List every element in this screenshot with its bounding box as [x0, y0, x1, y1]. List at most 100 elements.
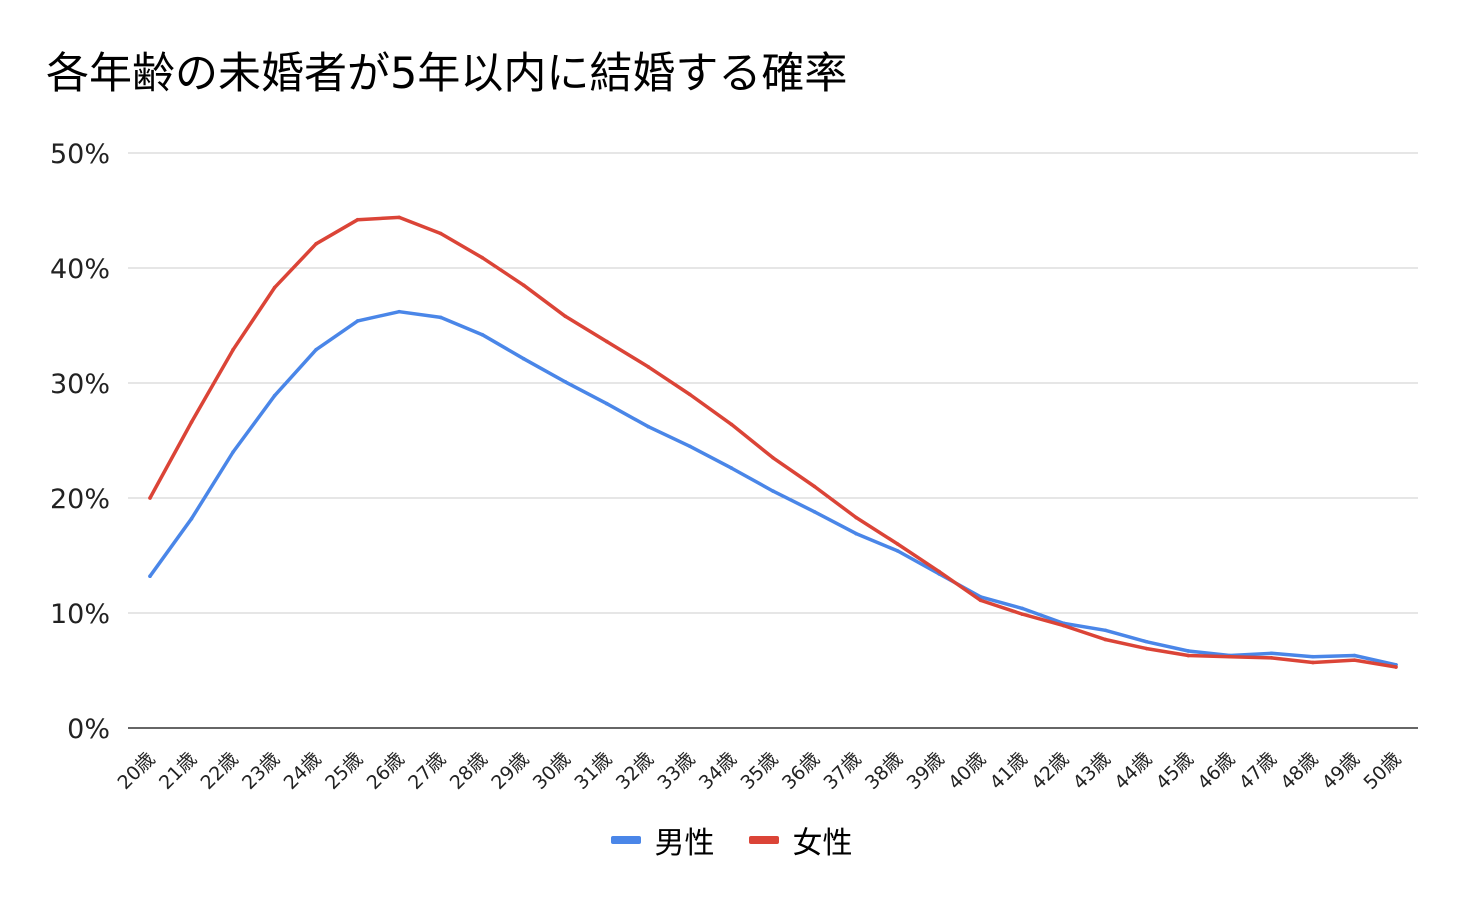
data-point-female[interactable] — [231, 347, 235, 352]
data-point-female[interactable] — [1228, 654, 1232, 659]
data-point-male[interactable] — [895, 549, 900, 553]
data-point-male[interactable] — [646, 424, 651, 429]
series-line-female[interactable] — [148, 215, 1398, 669]
data-point-female[interactable] — [978, 598, 983, 603]
data-point-male[interactable] — [1145, 639, 1149, 644]
chart-title: 各年齢の未婚者が5年以内に結婚する確率 — [46, 49, 848, 99]
x-tick-label: 47歳 — [1235, 748, 1281, 794]
x-tick-label: 21歳 — [155, 748, 201, 794]
x-tick-label: 29歳 — [487, 748, 533, 794]
series-line-male[interactable] — [148, 309, 1398, 667]
data-point-female[interactable] — [812, 484, 817, 489]
data-point-male[interactable] — [438, 315, 443, 320]
data-point-female[interactable] — [272, 285, 277, 290]
data-point-female[interactable] — [854, 515, 858, 520]
data-point-male[interactable] — [148, 574, 152, 578]
chart-legend: 男性 女性 — [0, 818, 1463, 862]
data-point-male[interactable] — [605, 401, 609, 406]
data-point-female[interactable] — [1186, 653, 1191, 658]
data-point-female[interactable] — [646, 365, 651, 369]
x-tick-label: 28歳 — [446, 748, 492, 794]
x-tick-label: 37歳 — [820, 748, 866, 794]
data-point-female[interactable] — [688, 392, 692, 397]
data-point-female[interactable] — [438, 231, 443, 236]
data-point-male[interactable] — [397, 309, 402, 314]
data-point-female[interactable] — [1311, 660, 1315, 665]
data-point-male[interactable] — [480, 332, 485, 337]
data-point-male[interactable] — [314, 347, 318, 352]
data-point-male[interactable] — [1186, 649, 1191, 653]
x-tick-label: 36歳 — [778, 748, 824, 794]
x-tick-label: 43歳 — [1069, 748, 1115, 794]
data-point-female[interactable] — [729, 422, 734, 427]
data-point-female[interactable] — [522, 283, 526, 288]
x-tick-label: 46歳 — [1193, 748, 1239, 794]
x-tick-label: 20歳 — [113, 748, 159, 794]
x-tick-label: 35歳 — [736, 748, 782, 794]
data-point-female[interactable] — [355, 217, 360, 222]
x-tick-label: 23歳 — [238, 748, 284, 794]
data-point-female[interactable] — [148, 496, 152, 500]
data-point-male[interactable] — [1311, 654, 1315, 659]
data-point-male[interactable] — [854, 531, 858, 536]
data-point-female[interactable] — [1061, 623, 1066, 628]
x-tick-label: 30歳 — [529, 748, 575, 794]
data-point-male[interactable] — [1020, 606, 1024, 611]
x-tick-label: 41歳 — [986, 748, 1032, 794]
y-tick-label: 30% — [50, 369, 110, 400]
data-point-male[interactable] — [1103, 628, 1108, 633]
data-point-female[interactable] — [1352, 658, 1357, 662]
data-point-male[interactable] — [563, 380, 568, 384]
x-tick-label: 26歳 — [363, 748, 409, 794]
x-tick-label: 22歳 — [197, 748, 243, 794]
data-point-male[interactable] — [1269, 651, 1274, 656]
data-point-female[interactable] — [314, 242, 318, 246]
y-tick-label: 0% — [67, 714, 110, 745]
data-point-female[interactable] — [1145, 646, 1149, 651]
data-point-male[interactable] — [189, 516, 194, 521]
x-tick-label: 24歳 — [280, 748, 326, 794]
legend-swatch-female — [748, 836, 779, 844]
y-tick-label: 50% — [50, 139, 110, 170]
legend-item-male[interactable]: 男性 — [610, 818, 715, 862]
data-point-male[interactable] — [355, 319, 360, 323]
data-point-female[interactable] — [189, 420, 194, 424]
x-tick-label: 33歳 — [653, 748, 699, 794]
data-point-male[interactable] — [812, 510, 817, 514]
x-tick-label: 34歳 — [695, 748, 741, 794]
data-point-female[interactable] — [1269, 656, 1274, 660]
data-point-female[interactable] — [563, 314, 568, 319]
gridlines — [128, 152, 1418, 729]
data-point-male[interactable] — [729, 466, 734, 470]
data-point-male[interactable] — [1352, 653, 1357, 658]
data-point-female[interactable] — [771, 455, 775, 460]
data-point-female[interactable] — [1103, 637, 1108, 642]
x-tick-label: 31歳 — [570, 748, 616, 794]
legend-item-female[interactable]: 女性 — [748, 818, 853, 862]
x-tick-label: 25歳 — [321, 748, 367, 794]
data-point-male[interactable] — [272, 393, 277, 398]
series-lines — [148, 215, 1398, 669]
legend-swatch-male — [610, 836, 641, 844]
data-point-female[interactable] — [937, 569, 941, 574]
x-axis-tick-labels: 20歳21歳22歳23歳24歳25歳26歳27歳28歳29歳30歳31歳32歳3… — [113, 748, 1405, 794]
data-point-female[interactable] — [605, 339, 609, 344]
data-point-female[interactable] — [895, 542, 900, 546]
legend-label-female: 女性 — [792, 826, 853, 861]
data-point-male[interactable] — [522, 357, 526, 361]
x-tick-label: 40歳 — [944, 748, 990, 794]
x-tick-label: 32歳 — [612, 748, 658, 794]
data-point-female[interactable] — [1020, 612, 1024, 616]
data-point-male[interactable] — [771, 489, 775, 493]
x-tick-label: 39歳 — [903, 748, 949, 794]
x-tick-label: 27歳 — [404, 748, 450, 794]
data-point-male[interactable] — [231, 450, 235, 454]
data-point-female[interactable] — [397, 215, 402, 220]
y-tick-label: 40% — [50, 254, 110, 285]
data-point-female[interactable] — [480, 255, 485, 260]
data-point-female[interactable] — [1394, 665, 1398, 669]
y-tick-label: 10% — [50, 599, 110, 630]
x-tick-label: 50歳 — [1359, 748, 1405, 794]
data-point-male[interactable] — [688, 444, 692, 449]
